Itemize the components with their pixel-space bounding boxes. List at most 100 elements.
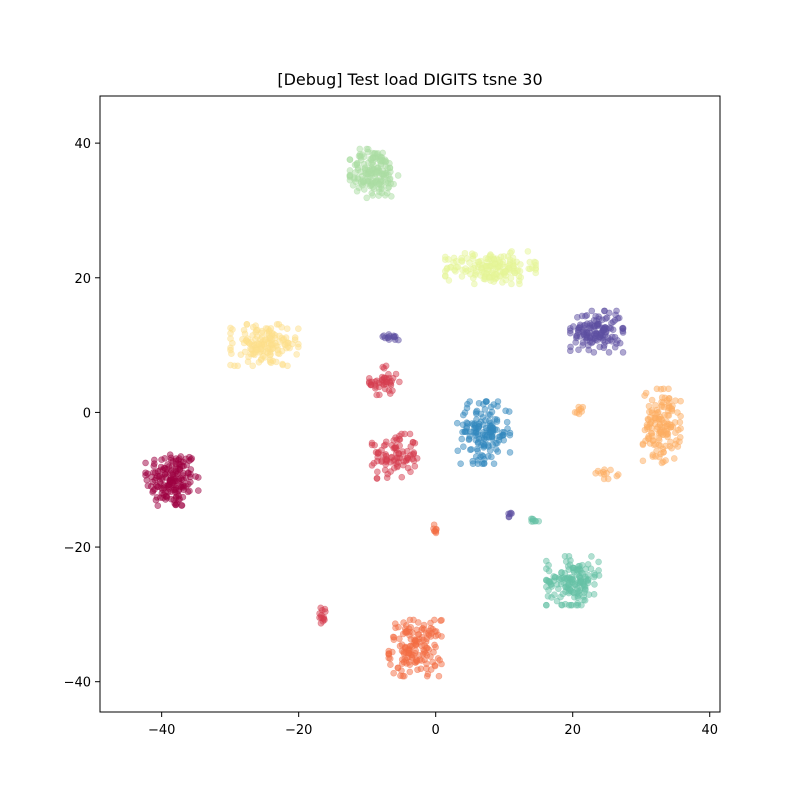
data-point — [365, 170, 372, 178]
data-point — [517, 261, 524, 268]
x-tick-label: −40 — [148, 723, 175, 738]
data-point — [148, 473, 155, 481]
data-point — [660, 385, 667, 393]
data-point — [441, 253, 449, 261]
data-point — [425, 630, 432, 637]
data-point — [186, 473, 194, 481]
data-point — [356, 145, 364, 153]
data-point — [578, 408, 586, 415]
data-point — [614, 471, 622, 478]
data-point — [475, 423, 483, 430]
data-point — [458, 273, 466, 280]
data-point — [227, 330, 234, 337]
data-point — [237, 351, 245, 358]
data-point — [466, 446, 474, 454]
data-point — [379, 167, 387, 175]
data-point — [383, 474, 391, 482]
data-point — [422, 638, 430, 645]
data-point — [507, 509, 515, 517]
data-point — [261, 336, 269, 343]
data-point — [386, 164, 394, 172]
data-point — [655, 434, 663, 442]
data-point — [375, 181, 383, 188]
data-point — [395, 623, 402, 631]
data-point — [349, 182, 357, 189]
data-point — [243, 321, 251, 328]
data-point — [395, 450, 403, 458]
data-point — [406, 668, 414, 676]
data-point — [153, 494, 161, 501]
data-point — [169, 479, 177, 487]
data-point — [670, 455, 678, 462]
data-point — [369, 183, 377, 191]
data-point — [582, 312, 589, 320]
data-point — [438, 660, 445, 668]
data-point — [575, 346, 582, 354]
data-point — [502, 407, 509, 415]
data-point — [652, 401, 659, 409]
data-point — [406, 647, 413, 654]
data-point — [387, 468, 394, 475]
data-point — [471, 280, 478, 288]
data-point — [503, 418, 511, 426]
data-point — [385, 183, 393, 191]
data-point — [414, 619, 422, 626]
data-point — [645, 433, 652, 440]
data-point — [272, 339, 279, 347]
data-point — [567, 343, 574, 351]
y-tick-label: 40 — [74, 137, 91, 152]
data-point — [288, 340, 296, 348]
data-point — [406, 430, 414, 438]
data-point — [460, 443, 467, 451]
data-point — [392, 434, 399, 441]
data-point — [142, 472, 149, 479]
data-point — [195, 487, 202, 494]
y-tick-label: −20 — [64, 541, 91, 556]
x-tick-label: 20 — [564, 723, 581, 738]
data-point — [396, 378, 403, 386]
data-point — [430, 648, 437, 656]
data-point — [493, 416, 501, 423]
points-layer — [142, 145, 684, 680]
data-point — [438, 616, 445, 624]
data-point — [491, 260, 499, 268]
data-point — [227, 346, 234, 354]
data-point — [180, 476, 187, 484]
data-point — [434, 631, 442, 639]
data-point — [255, 358, 263, 366]
data-point — [508, 280, 515, 288]
data-point — [495, 436, 503, 444]
data-point — [278, 347, 286, 355]
data-point — [516, 267, 524, 275]
data-point — [474, 460, 482, 468]
data-point — [502, 276, 510, 284]
data-point — [590, 349, 598, 356]
axes-frame — [99, 95, 721, 713]
data-point — [431, 641, 438, 649]
data-point — [240, 339, 248, 347]
data-point — [283, 325, 291, 333]
data-point — [176, 495, 183, 503]
data-point — [398, 473, 406, 481]
data-point — [390, 669, 397, 677]
data-point — [410, 450, 418, 458]
data-point — [423, 672, 431, 680]
data-point — [363, 194, 371, 202]
data-point — [490, 460, 498, 468]
y-tick-label: −40 — [64, 676, 91, 691]
data-point — [346, 156, 354, 163]
data-point — [573, 571, 581, 578]
data-point — [407, 623, 415, 631]
data-point — [484, 453, 492, 460]
data-point — [486, 411, 494, 419]
data-point — [162, 496, 169, 503]
data-point — [432, 526, 440, 534]
data-point — [234, 362, 242, 370]
data-point — [383, 375, 390, 382]
data-point — [316, 614, 323, 621]
data-point — [369, 154, 376, 162]
data-point — [472, 453, 480, 460]
data-point — [394, 172, 402, 179]
data-point — [346, 171, 354, 179]
